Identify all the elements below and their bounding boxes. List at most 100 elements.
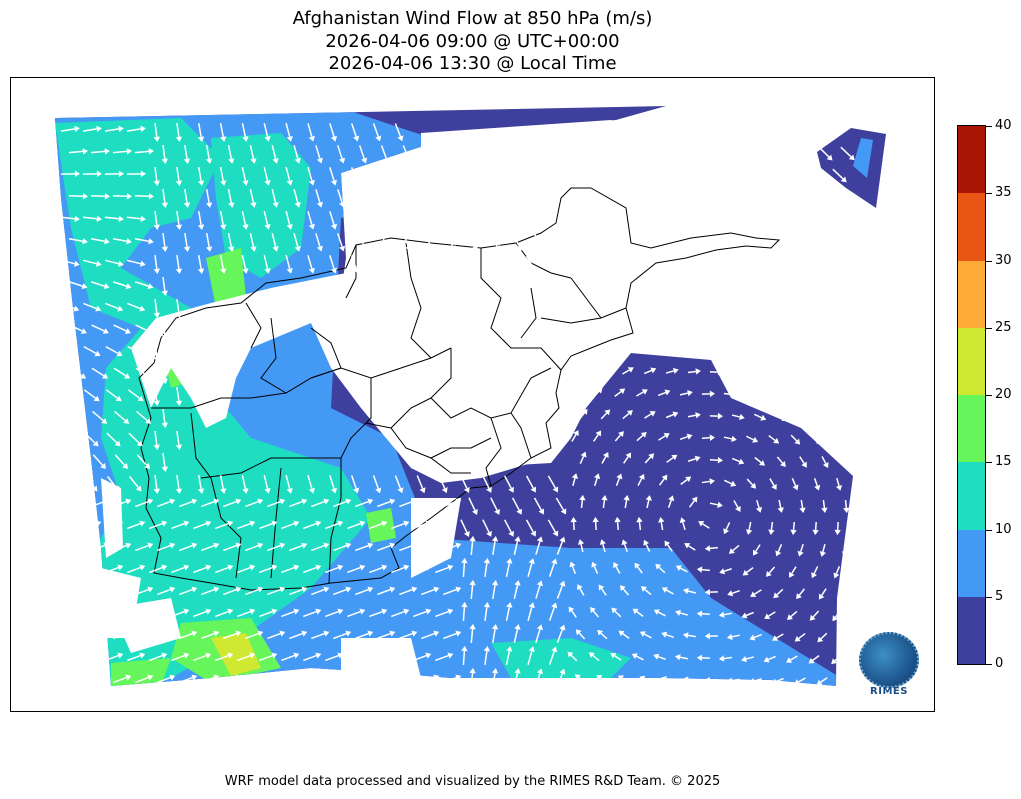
wind-vector — [812, 610, 820, 618]
wind-vector-head — [124, 373, 131, 379]
wind-vector-head — [95, 305, 102, 312]
wind-vector-head — [528, 558, 535, 565]
wind-vector — [127, 654, 141, 662]
wind-vector-head — [632, 608, 639, 615]
wind-vector — [126, 128, 141, 132]
wind-vector-head — [175, 268, 183, 274]
wind-vector-head — [375, 179, 382, 186]
wind-vector-head — [472, 200, 478, 207]
wind-vector — [377, 588, 391, 596]
wind-vector — [834, 346, 842, 354]
wind-vector — [484, 606, 488, 622]
wind-vector — [201, 544, 215, 552]
wind-vector-head — [301, 630, 308, 637]
wind-vector-head — [271, 652, 278, 659]
wind-vector-head — [337, 564, 344, 571]
wind-vector-head — [323, 498, 330, 505]
wind-vector — [171, 522, 185, 530]
wind-vector-head — [425, 564, 432, 571]
wind-vector-head — [103, 630, 110, 637]
wind-vector — [223, 500, 237, 508]
wind-vector — [556, 673, 564, 687]
wind-flow-map[interactable] — [10, 77, 935, 712]
wind-vector-head — [286, 223, 293, 230]
wind-vector-head — [345, 498, 352, 505]
wind-vector-head — [153, 356, 160, 363]
wind-vector — [555, 497, 565, 511]
wind-vector — [624, 499, 628, 509]
no-data-areas — [101, 120, 771, 678]
wind-vector — [658, 566, 666, 574]
wind-vector-head — [411, 498, 418, 505]
wind-vector-head — [730, 480, 737, 487]
wind-vector-head — [286, 135, 293, 142]
wind-vector-head — [618, 630, 625, 637]
wind-vector — [636, 655, 644, 661]
wind-vector-head — [619, 585, 626, 592]
wind-vector — [113, 367, 127, 377]
wind-vector — [834, 390, 842, 398]
wind-vector — [504, 211, 512, 225]
rimes-logo-text: RIMES — [870, 686, 908, 697]
wind-vector-head — [272, 246, 279, 252]
wind-vector-head — [552, 530, 559, 537]
wind-vector — [329, 123, 335, 137]
wind-vector — [820, 412, 828, 420]
wind-vector-head — [135, 485, 142, 492]
wind-vector-head — [639, 675, 646, 682]
wind-vector — [293, 189, 299, 203]
wind-vector-head — [293, 520, 300, 527]
wind-vector — [666, 457, 674, 463]
wind-vector-head — [191, 630, 198, 637]
wind-vector-head — [148, 193, 155, 200]
wind-vector — [369, 610, 383, 618]
wind-vector-head — [552, 486, 559, 493]
wind-vector — [723, 348, 732, 352]
wind-vector-head — [205, 652, 212, 659]
wind-vector-head — [719, 568, 726, 575]
wind-vector-head — [642, 345, 649, 352]
wind-vector-head — [411, 674, 418, 681]
wind-vector — [135, 324, 149, 332]
wind-vector — [61, 522, 75, 530]
wind-vector-head — [161, 158, 169, 165]
wind-vector — [470, 540, 474, 556]
wind-vector — [798, 632, 806, 640]
colorbar-tick-mark — [986, 126, 992, 127]
wind-vector-head — [717, 457, 724, 464]
wind-vector-head — [799, 507, 806, 514]
wind-vector-head — [682, 676, 689, 683]
wind-vector — [666, 544, 673, 552]
wind-vector-head — [643, 539, 650, 546]
wind-vector — [687, 458, 696, 462]
wind-vector — [91, 324, 105, 332]
wind-vector — [731, 678, 740, 682]
wind-vector-head — [461, 645, 468, 652]
wind-vector — [733, 500, 739, 508]
wind-vector-head — [140, 170, 147, 178]
wind-vector — [127, 566, 141, 574]
wind-vector-head — [124, 328, 131, 334]
wind-vector — [492, 584, 496, 600]
wind-vector-head — [227, 652, 234, 659]
wind-vector — [307, 167, 313, 181]
wind-vector-head — [664, 389, 671, 396]
wind-vector-head — [397, 223, 404, 230]
wind-vector — [682, 521, 686, 531]
wind-vector — [468, 189, 476, 203]
wind-vector — [820, 632, 828, 640]
wind-vector — [391, 566, 405, 574]
wind-vector — [223, 544, 237, 552]
wind-vector — [533, 497, 542, 511]
wind-vector — [570, 390, 578, 398]
wind-vector-head — [704, 676, 710, 684]
wind-vector — [267, 588, 281, 596]
wind-vector-head — [764, 613, 771, 619]
wind-vector-head — [397, 487, 404, 494]
wind-vector-head — [96, 215, 102, 222]
wind-vector-head — [516, 244, 523, 251]
wind-vector — [197, 254, 202, 270]
wind-vector-head — [264, 224, 271, 230]
colorbar-tick-mark — [986, 664, 992, 665]
wind-vector — [813, 477, 818, 487]
